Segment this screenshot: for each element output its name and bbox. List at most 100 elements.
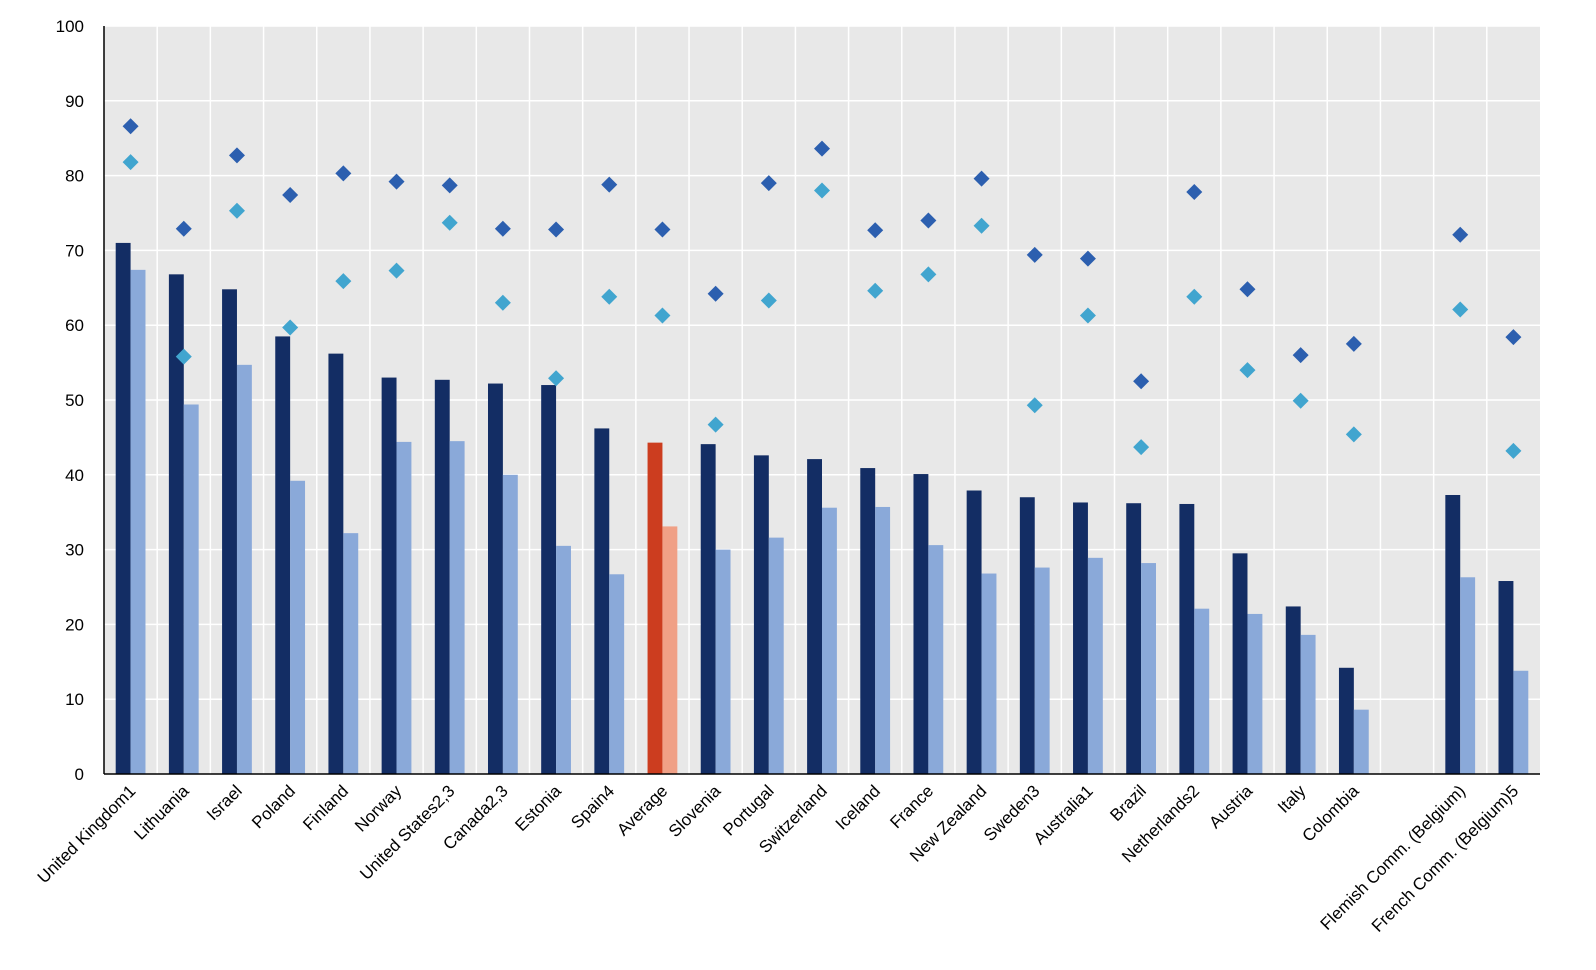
diamond-marker xyxy=(122,118,139,135)
diamond-marker xyxy=(548,221,565,238)
bar xyxy=(662,526,678,774)
diamond-marker xyxy=(1292,392,1309,409)
bar xyxy=(1513,670,1529,774)
bar xyxy=(434,379,450,774)
diamond-marker xyxy=(282,187,299,204)
diamond-marker xyxy=(707,416,724,433)
diamond-marker xyxy=(1133,439,1150,456)
y-tick-label: 50 xyxy=(65,391,84,410)
bar xyxy=(807,459,822,774)
diamond-marker xyxy=(601,176,618,193)
bar xyxy=(328,353,344,774)
y-tick-label: 60 xyxy=(65,316,84,335)
diamond-marker xyxy=(1026,397,1043,414)
diamond-marker xyxy=(760,175,777,192)
x-tick-label: Finland xyxy=(299,781,352,834)
diamond-marker xyxy=(654,307,671,324)
diamond-marker xyxy=(920,212,937,229)
diamond-marker xyxy=(707,285,724,302)
bar xyxy=(609,574,625,774)
bar xyxy=(236,364,252,774)
bar xyxy=(115,242,131,775)
bar xyxy=(647,442,663,774)
diamond-marker xyxy=(388,173,405,190)
diamond-marker xyxy=(814,140,830,157)
bar xyxy=(966,490,982,774)
diamond-marker xyxy=(1292,347,1309,364)
diamond-marker xyxy=(388,262,405,279)
y-tick-label: 90 xyxy=(65,92,84,111)
diamond-marker xyxy=(1079,250,1096,267)
y-tick-label: 20 xyxy=(65,615,84,634)
bar xyxy=(396,441,412,774)
bar xyxy=(1141,563,1157,774)
diamond-marker xyxy=(175,220,192,237)
bar xyxy=(183,404,199,774)
bar xyxy=(1338,667,1354,774)
bar xyxy=(130,269,146,774)
diamond-marker xyxy=(1026,246,1043,263)
x-tick-label: Israel xyxy=(203,781,246,824)
diamond-marker xyxy=(228,147,245,164)
bar xyxy=(594,428,610,774)
diamond-marker xyxy=(1345,335,1362,352)
bar xyxy=(381,377,397,774)
diamond-marker xyxy=(441,177,458,194)
bar xyxy=(875,506,891,774)
diamond-marker xyxy=(1186,184,1203,201)
y-tick-label: 0 xyxy=(75,765,84,784)
y-tick-label: 30 xyxy=(65,541,84,560)
bar xyxy=(1232,553,1248,774)
bar xyxy=(1300,634,1316,774)
bar xyxy=(556,545,571,774)
axes xyxy=(103,26,1540,775)
bar xyxy=(700,444,716,774)
bar xyxy=(1179,503,1195,774)
diamond-marker xyxy=(548,370,565,387)
diamond-marker xyxy=(814,182,830,199)
bar xyxy=(913,474,929,774)
diamond-marker xyxy=(867,222,884,239)
bar xyxy=(981,573,997,774)
y-tick-label: 100 xyxy=(56,17,84,36)
diamond-marker xyxy=(1505,329,1522,346)
diamond-marker xyxy=(122,154,139,171)
bar xyxy=(822,507,837,774)
data-marks xyxy=(115,118,1529,775)
bar xyxy=(1194,608,1210,774)
diamond-marker xyxy=(1452,301,1469,318)
diamond-marker xyxy=(920,266,937,283)
x-tick-label: United States2,3 xyxy=(356,781,458,883)
x-tick-label: Brazil xyxy=(1106,781,1149,824)
bar xyxy=(1285,606,1301,774)
bar xyxy=(222,289,237,774)
bar xyxy=(715,549,731,774)
x-tick-label: Austria xyxy=(1205,781,1256,832)
x-tick-label: Average xyxy=(613,781,671,839)
bar xyxy=(1019,497,1035,774)
bar xyxy=(290,480,306,774)
y-tick-label: 40 xyxy=(65,466,84,485)
x-tick-label: Lithuania xyxy=(130,781,193,844)
diamond-marker xyxy=(654,221,671,238)
diamond-marker xyxy=(601,288,618,305)
diamond-marker xyxy=(1505,442,1522,459)
bar xyxy=(1460,577,1476,774)
bar xyxy=(487,383,503,774)
diamond-marker xyxy=(335,273,352,290)
diamond-marker xyxy=(1133,373,1150,390)
x-tick-label: Spain4 xyxy=(567,781,618,832)
bar xyxy=(860,468,876,774)
diamond-marker xyxy=(1452,226,1469,243)
diamond-marker xyxy=(335,165,352,182)
diamond-marker xyxy=(228,202,245,219)
bar xyxy=(1126,503,1142,774)
bar xyxy=(275,336,291,774)
y-tick-label: 80 xyxy=(65,167,84,186)
diamond-marker xyxy=(494,294,511,311)
diamond-marker xyxy=(867,282,884,299)
bar xyxy=(1087,557,1103,774)
y-tick-label: 70 xyxy=(65,241,84,260)
bar xyxy=(768,537,784,774)
